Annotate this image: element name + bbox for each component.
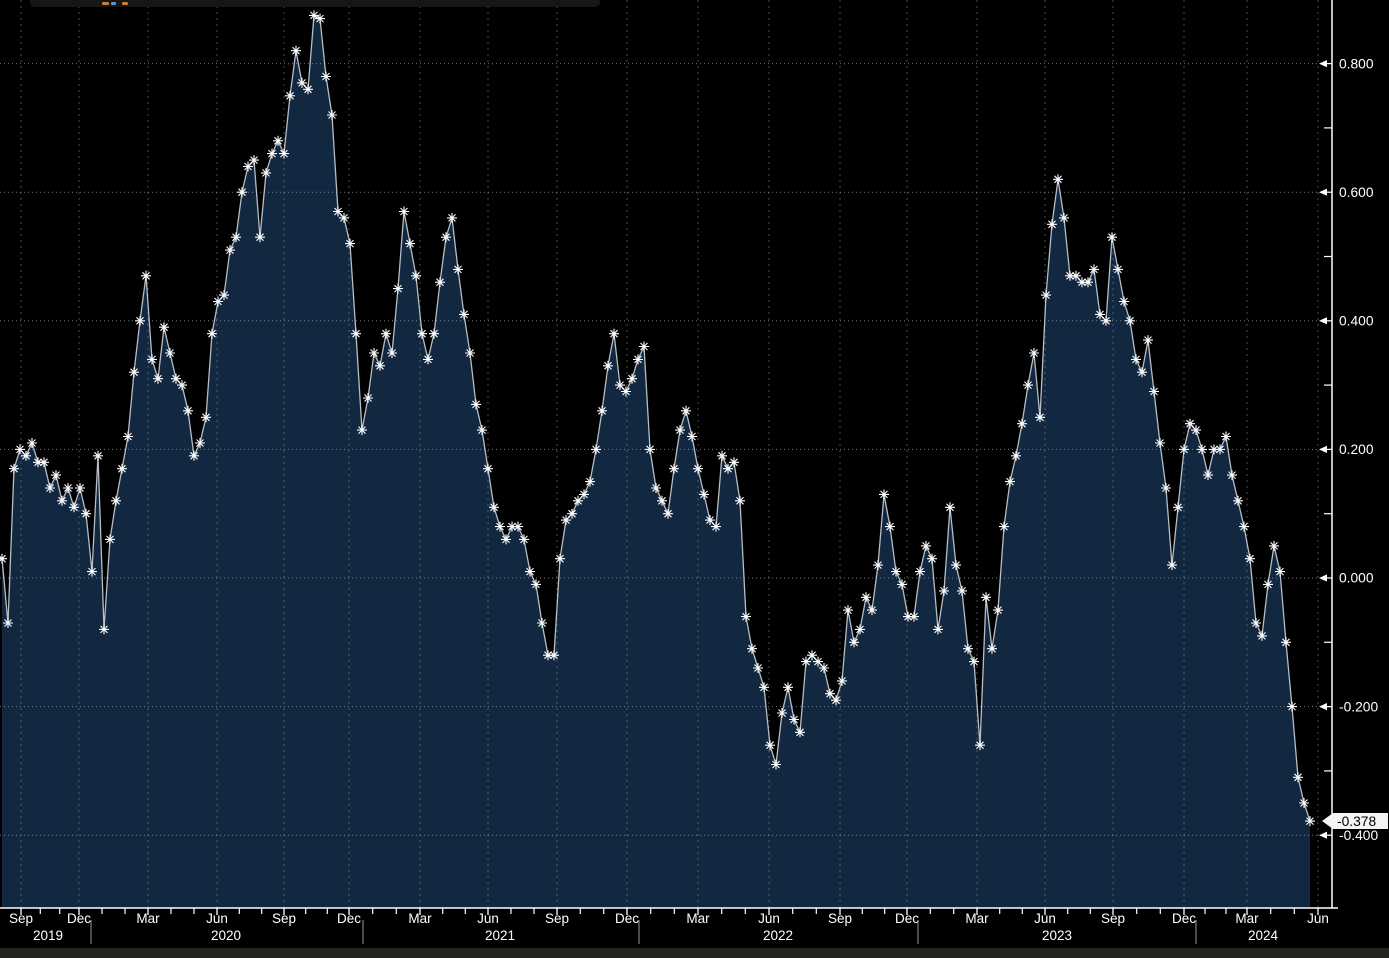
- y-axis-labels: 0.800 0.600 0.400 0.200 0.000 -0.200 -0.400: [1339, 56, 1378, 843]
- year-separators: [90, 920, 1197, 944]
- svg-text:Sep: Sep: [9, 911, 33, 926]
- svg-text:2023: 2023: [1042, 928, 1072, 943]
- legend-color-mark: [102, 2, 109, 5]
- last-value-badge: -0.378: [1322, 813, 1388, 830]
- svg-text:-0.400: -0.400: [1339, 828, 1378, 843]
- svg-text:Jun: Jun: [477, 911, 499, 926]
- legend-color-mark: [111, 2, 116, 5]
- svg-text:Mar: Mar: [1235, 911, 1259, 926]
- svg-text:Dec: Dec: [67, 911, 91, 926]
- svg-text:Jun: Jun: [206, 911, 228, 926]
- svg-text:Sep: Sep: [828, 911, 852, 926]
- svg-text:Dec: Dec: [895, 911, 919, 926]
- svg-text:0.000: 0.000: [1339, 571, 1374, 586]
- svg-text:0.200: 0.200: [1339, 442, 1374, 457]
- svg-text:Mar: Mar: [136, 911, 160, 926]
- svg-text:0.800: 0.800: [1339, 56, 1374, 71]
- svg-text:2021: 2021: [485, 928, 515, 943]
- grid-vertical: [20, 0, 1319, 908]
- svg-text:-0.200: -0.200: [1339, 699, 1378, 714]
- svg-text:Dec: Dec: [1172, 911, 1196, 926]
- legend-color-mark: [122, 2, 128, 5]
- y-axis: [1319, 0, 1333, 908]
- x-axis: [0, 907, 1338, 915]
- svg-text:2019: 2019: [33, 928, 63, 943]
- svg-text:Dec: Dec: [337, 911, 361, 926]
- svg-text:Sep: Sep: [545, 911, 569, 926]
- svg-text:0.600: 0.600: [1339, 185, 1374, 200]
- svg-text:0.400: 0.400: [1339, 314, 1374, 329]
- svg-text:2020: 2020: [211, 928, 241, 943]
- svg-text:Mar: Mar: [408, 911, 432, 926]
- svg-text:Sep: Sep: [1101, 911, 1125, 926]
- svg-text:Jun: Jun: [1307, 911, 1329, 926]
- svg-text:Mar: Mar: [686, 911, 710, 926]
- svg-text:Jun: Jun: [758, 911, 780, 926]
- svg-text:Dec: Dec: [615, 911, 639, 926]
- area-fill: [2, 15, 1310, 908]
- legend-strip[interactable]: [30, 0, 600, 7]
- svg-text:2022: 2022: [763, 928, 793, 943]
- svg-text:2024: 2024: [1248, 928, 1279, 943]
- svg-text:-0.378: -0.378: [1337, 814, 1376, 829]
- svg-text:Sep: Sep: [272, 911, 296, 926]
- svg-text:Jun: Jun: [1034, 911, 1056, 926]
- svg-text:Mar: Mar: [965, 911, 989, 926]
- year-labels: 2019 2020 2021 2022 2023 2024: [33, 928, 1279, 943]
- bottom-taskbar-sliver: [0, 948, 1389, 958]
- x-axis-labels: Sep Dec Mar Jun Sep Dec Mar Jun Sep Dec Mar Jun Sep D…: [9, 911, 1329, 926]
